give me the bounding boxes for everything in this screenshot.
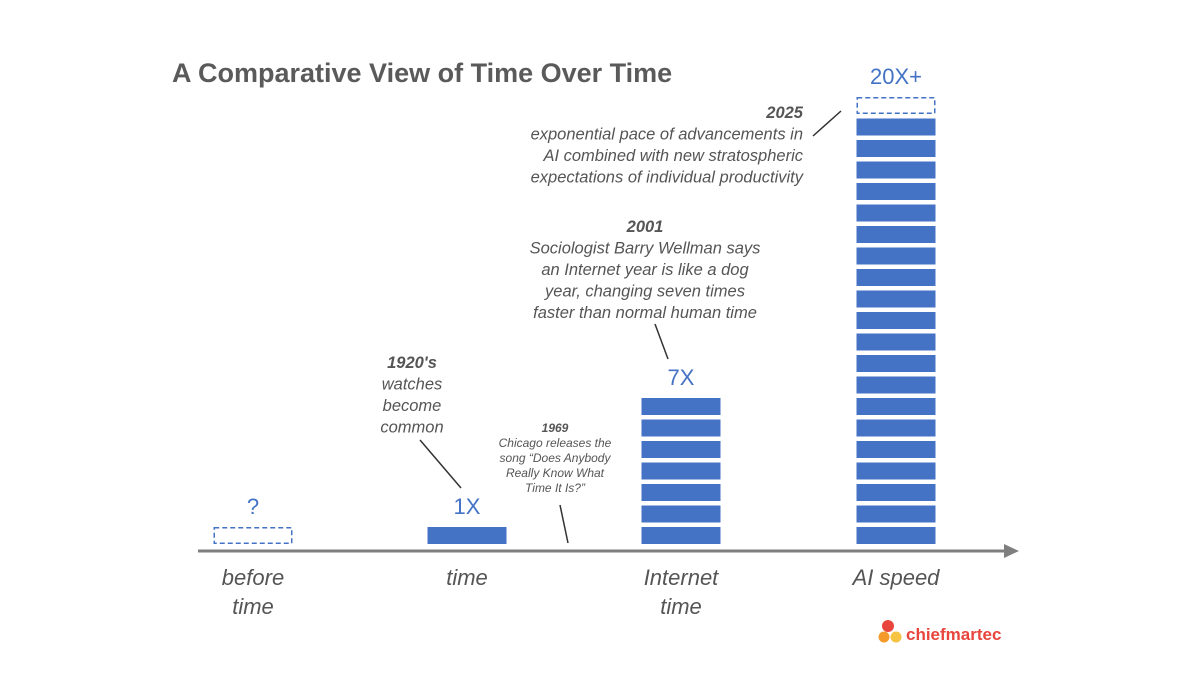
x-axis-arrow-icon [1004, 544, 1019, 558]
bar-segment [856, 441, 936, 458]
annotation: 2025 exponential pace of advancements in A… [531, 104, 805, 187]
unknown-bar-segment [213, 527, 293, 544]
brand-name: chiefmartec [906, 625, 1001, 644]
chart-title: A Comparative View of Time Over Time [172, 58, 672, 88]
category-labels: before time time Internet time AI speed [222, 565, 940, 619]
bar-segment [856, 505, 936, 523]
value-label: ? [247, 494, 259, 519]
category-label: Internet time [644, 565, 719, 619]
bar-segment [856, 204, 936, 222]
annotation-year: 2025 [765, 104, 804, 122]
bar-segment [856, 376, 936, 394]
bar-segment [856, 484, 936, 501]
annotation-leader-line [654, 323, 669, 360]
bar-segment [856, 140, 936, 157]
bar-segment [856, 290, 936, 308]
annotation: 1920's watches become common [380, 354, 443, 437]
brand-logo: chiefmartec [878, 620, 1001, 644]
bar-segment [641, 462, 721, 480]
annotation-leader-line [559, 504, 569, 544]
bar-segment [641, 441, 721, 458]
logo-dot-red-icon [882, 620, 894, 632]
bar-segment [856, 419, 936, 437]
bar-segment [641, 398, 721, 415]
annotations: 1920's watches become common 1969 Chicago rel… [380, 104, 842, 544]
bar-segment [856, 312, 936, 329]
bar-segment [856, 398, 936, 415]
category-label: AI speed [851, 565, 941, 590]
value-label: 7X [668, 365, 695, 390]
value-label: 1X [454, 494, 481, 519]
value-labels: ? 1X 7X 20X+ [247, 64, 922, 519]
bar-segment [856, 333, 936, 351]
bar-segment [427, 527, 507, 544]
bar-segment [856, 527, 936, 544]
annotation-leader-line [419, 439, 462, 489]
bar-segment [856, 269, 936, 286]
bar-segment [856, 183, 936, 200]
annotation-year: 2001 [626, 218, 664, 236]
bar-segment [856, 355, 936, 372]
bar-segment [856, 462, 936, 480]
bar-segment [641, 419, 721, 437]
bar-segment [856, 226, 936, 243]
logo-dot-yellow-icon [890, 631, 902, 643]
annotation: 1969 Chicago releases the song “Does Anybo… [499, 421, 612, 495]
bar-segment [856, 161, 936, 179]
logo-dot-orange-icon [878, 631, 890, 643]
unknown-bar-segment [856, 97, 936, 114]
value-label: 20X+ [870, 64, 922, 89]
bar-segment [641, 484, 721, 501]
annotation-year: 1920's [387, 354, 437, 372]
annotation: 2001 Sociologist Barry Wellman says an Int… [530, 218, 761, 322]
annotation-year: 1969 [542, 421, 569, 435]
x-axis [198, 544, 1019, 558]
bar-segment [856, 247, 936, 265]
category-label: before time [222, 565, 284, 619]
category-label: time [446, 565, 488, 590]
bars [213, 97, 936, 544]
annotation-leader-line [812, 110, 842, 137]
bar-segment [856, 118, 936, 136]
bar-segment [641, 505, 721, 523]
bar-segment [641, 527, 721, 544]
